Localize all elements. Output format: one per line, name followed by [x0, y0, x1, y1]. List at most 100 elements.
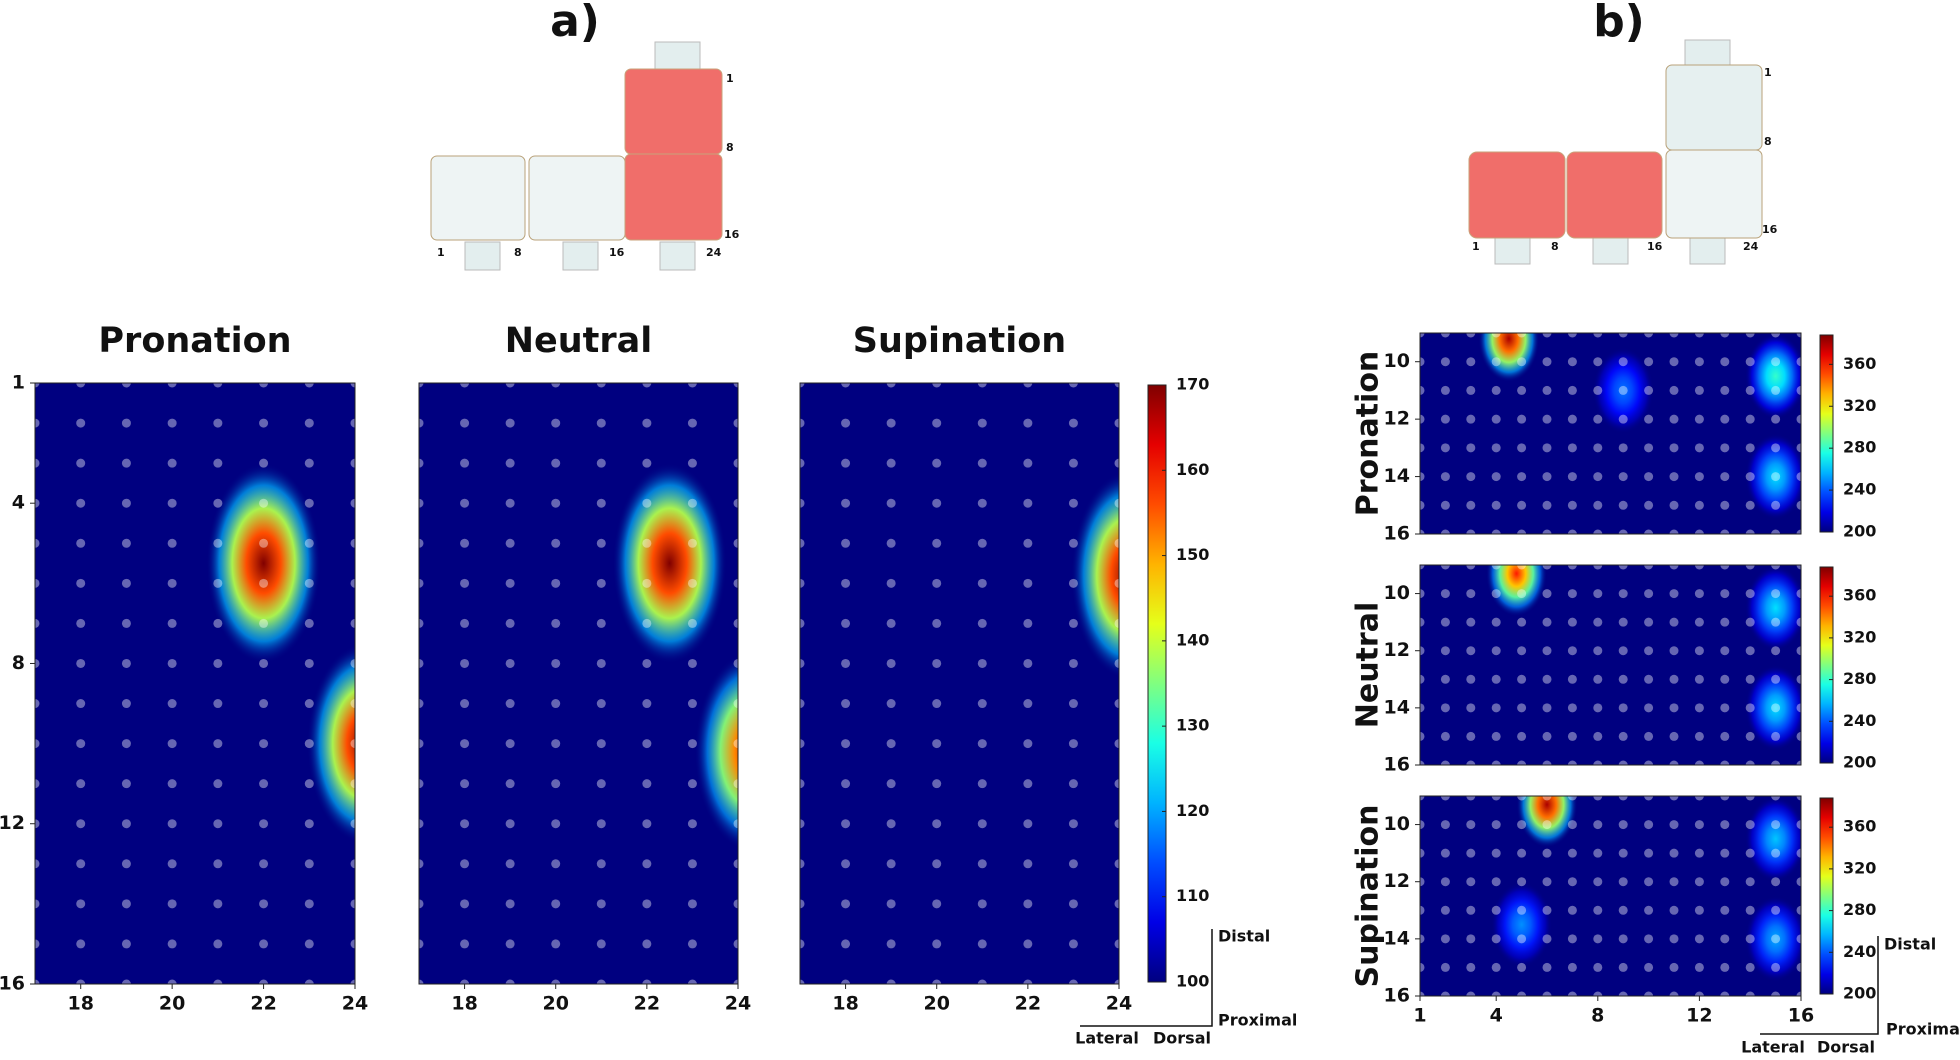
electrode-dot [1694, 796, 1704, 801]
electrode-dot [932, 739, 942, 749]
electrode-dot [350, 538, 355, 548]
electrode-dot [1517, 357, 1527, 367]
electrode-dot [977, 699, 987, 709]
electrode-dot [1440, 617, 1450, 627]
electrode-dot [304, 538, 314, 548]
electrode-dot [1644, 905, 1654, 915]
electrode-dot [800, 538, 805, 548]
electrode-dot [460, 979, 470, 984]
electrode-diagram: 1 8 16 24 1 8 16 [430, 41, 740, 271]
hotspot [206, 463, 321, 664]
electrode-dot [551, 618, 561, 628]
electrode-dot [350, 859, 355, 869]
electrode-dot [1618, 760, 1628, 765]
electrode-dot [259, 899, 269, 909]
electrode-dot [350, 658, 355, 668]
electrode-dot [642, 699, 652, 709]
colorbar-tick-label: 360 [1843, 586, 1876, 605]
electrode-dot [1420, 333, 1425, 338]
electrode-dot [1420, 617, 1425, 627]
electrode-dot [1796, 500, 1801, 510]
electrode-dot [259, 658, 269, 668]
electrode-dot [121, 699, 131, 709]
electrode-dot [1618, 934, 1628, 944]
electrode-dot [1618, 414, 1628, 424]
electrode-dot [1517, 646, 1527, 656]
electrode-dot [886, 498, 896, 508]
electrode-dot [1669, 333, 1679, 338]
hotspot [1516, 796, 1578, 848]
electrode-dot [1771, 962, 1781, 972]
electrode-dot [1694, 333, 1704, 338]
electrode-dot [841, 383, 851, 388]
heatmap [800, 383, 1119, 984]
electrode-dot [977, 819, 987, 829]
y-tick-label: 12 [0, 812, 25, 834]
electrode-dot [1771, 674, 1781, 684]
electrode-dot [1694, 414, 1704, 424]
electrode-dot [1720, 589, 1730, 599]
electrode-dot [932, 939, 942, 949]
electrode-dot [1068, 418, 1078, 428]
electrode-dot [1745, 333, 1755, 338]
electrode-dot [419, 939, 424, 949]
electrode-dot [1796, 385, 1801, 395]
electrode-dot [1720, 646, 1730, 656]
electrode-dot [1745, 848, 1755, 858]
electrode-dot [1491, 357, 1501, 367]
electrode-dot [642, 578, 652, 588]
electrode-dot [1694, 472, 1704, 482]
electrode-dot [1694, 962, 1704, 972]
electrode-dot [1542, 877, 1552, 887]
electrode-dot [1542, 414, 1552, 424]
electrode-dot [35, 658, 40, 668]
electrode-dot [1593, 877, 1603, 887]
electrode-dot [1644, 820, 1654, 830]
electrode-dot [505, 939, 515, 949]
x-tick-label: 20 [923, 993, 949, 1015]
electrode-dot [1669, 674, 1679, 684]
electrode-dot [213, 819, 223, 829]
heatmap-background [800, 383, 1119, 984]
electrode-dot [1771, 760, 1781, 765]
electrode-dot [1644, 333, 1654, 338]
electrode-dot [886, 538, 896, 548]
diagram-label: 16 [1647, 240, 1663, 253]
colorbar-tick-label: 360 [1843, 354, 1876, 373]
electrode-dot [1420, 731, 1425, 741]
electrode-dot [642, 779, 652, 789]
electrode-dot [1068, 979, 1078, 984]
electrode-dot [977, 458, 987, 468]
electrode-dot [596, 658, 606, 668]
electrode-dot [1542, 731, 1552, 741]
electrode-dot [687, 538, 697, 548]
x-tick-label: 22 [634, 993, 660, 1015]
electrode-dot [460, 458, 470, 468]
electrode-dot [886, 578, 896, 588]
electrode-dot [1466, 333, 1476, 338]
electrode-dot [1542, 905, 1552, 915]
electrode-dot [733, 498, 738, 508]
electrode-dot [1542, 796, 1552, 801]
electrode-dot [1771, 703, 1781, 713]
electrode-dot [35, 939, 40, 949]
electrode-dot [1440, 820, 1450, 830]
electrode-dot [419, 498, 424, 508]
electrode-dot [1593, 703, 1603, 713]
electrode-dot [1694, 617, 1704, 627]
electrode-dot [1466, 500, 1476, 510]
electrode-dot [1491, 565, 1501, 570]
electrode-dot [1644, 565, 1654, 570]
electrode-dot [1466, 414, 1476, 424]
electrode-dot [1771, 500, 1781, 510]
electrode-dot [350, 383, 355, 388]
electrode-dot [350, 458, 355, 468]
electrode-dot [419, 458, 424, 468]
electrode-dot [1420, 472, 1425, 482]
electrode-dot [1440, 500, 1450, 510]
electrode-dot [1669, 731, 1679, 741]
electrode-dot [1618, 589, 1628, 599]
electrode-dot [1440, 565, 1450, 570]
electrode-dot [35, 618, 40, 628]
